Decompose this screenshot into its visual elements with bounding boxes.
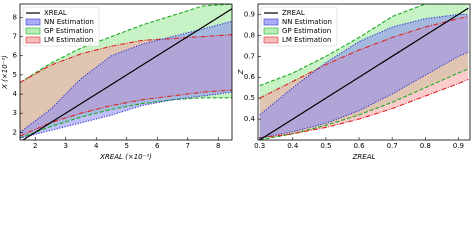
legend-label: GP Estimation bbox=[282, 27, 331, 35]
band-lower bbox=[20, 89, 232, 137]
legend-swatch bbox=[25, 27, 41, 35]
x-tick-label: 0.5 bbox=[320, 142, 331, 150]
band-upper bbox=[20, 4, 232, 84]
legend-swatch bbox=[263, 36, 279, 44]
band-upper bbox=[259, 13, 469, 116]
x-tick-label: 0.3 bbox=[254, 142, 265, 150]
legend-swatch bbox=[25, 18, 41, 26]
x-axis-label: ZREAL bbox=[352, 153, 376, 161]
y-tick-label: 0.9 bbox=[244, 10, 255, 18]
x-tick-label: 0.4 bbox=[287, 142, 299, 150]
x-tick-label: 0.9 bbox=[453, 142, 464, 150]
legend-swatch bbox=[263, 27, 279, 35]
x-tick-label: 0.6 bbox=[353, 142, 365, 150]
plot-area bbox=[259, 4, 469, 140]
legend-label: GP Estimation bbox=[44, 27, 93, 35]
legend-swatch bbox=[25, 36, 41, 44]
y-tick-label: 0.4 bbox=[244, 115, 256, 123]
x-tick-label: 7 bbox=[186, 142, 190, 150]
y-tick-label: 0.6 bbox=[244, 73, 256, 81]
x-tick-label: 0.7 bbox=[387, 142, 398, 150]
x-tick-label: 2 bbox=[33, 142, 37, 150]
y-tick-label: 3 bbox=[13, 109, 17, 117]
legend-swatch bbox=[263, 18, 279, 26]
y-tick-label: 6 bbox=[13, 52, 18, 60]
plot-area bbox=[20, 4, 232, 140]
x-tick-label: 8 bbox=[216, 142, 220, 150]
y-tick-label: 4 bbox=[13, 90, 18, 98]
y-tick-label: 7 bbox=[13, 33, 17, 41]
legend-label: ZREAL bbox=[282, 9, 305, 17]
reference-line bbox=[259, 7, 469, 140]
x-tick-label: 3 bbox=[64, 142, 68, 150]
reference-line bbox=[21, 8, 232, 140]
figure: 2 3 4 5 6 7 8 2 3 4 5 6 7 8 XREAL (×10⁻²) X (×10⁻²) XREA… bbox=[1, 3, 471, 161]
legend-label: NN Estimation bbox=[282, 18, 332, 26]
y-axis-label: Z bbox=[237, 69, 245, 75]
legend-label: LM Estimation bbox=[44, 36, 93, 44]
y-tick-label: 0.5 bbox=[244, 94, 255, 102]
axes-frame bbox=[19, 3, 233, 141]
band-lower bbox=[259, 51, 469, 139]
y-tick-label: 5 bbox=[13, 71, 17, 79]
band-upper bbox=[20, 34, 232, 84]
x-tick-label: 6 bbox=[155, 142, 160, 150]
y-tick-label: 0.8 bbox=[244, 31, 255, 39]
x-tick-label: 0.8 bbox=[420, 142, 431, 150]
x-tick-label: 4 bbox=[94, 142, 99, 150]
legend-box bbox=[22, 6, 100, 47]
legend-label: NN Estimation bbox=[44, 18, 94, 26]
y-tick-label: 2 bbox=[13, 128, 17, 136]
axes-frame bbox=[257, 3, 471, 141]
band-upper bbox=[259, 16, 469, 99]
band-upper bbox=[20, 20, 232, 133]
y-tick-label: 0.7 bbox=[244, 52, 255, 60]
y-tick-label: 8 bbox=[13, 13, 17, 21]
band-lower bbox=[259, 78, 469, 139]
band-lower bbox=[20, 97, 232, 139]
x-tick-label: 5 bbox=[125, 142, 129, 150]
legend-label: XREAL bbox=[44, 9, 67, 17]
x-axis-label: XREAL (×10⁻²) bbox=[99, 153, 152, 161]
legend-box bbox=[260, 6, 338, 47]
legend-label: LM Estimation bbox=[282, 36, 331, 44]
y-axis-label: X (×10⁻²) bbox=[1, 55, 9, 90]
